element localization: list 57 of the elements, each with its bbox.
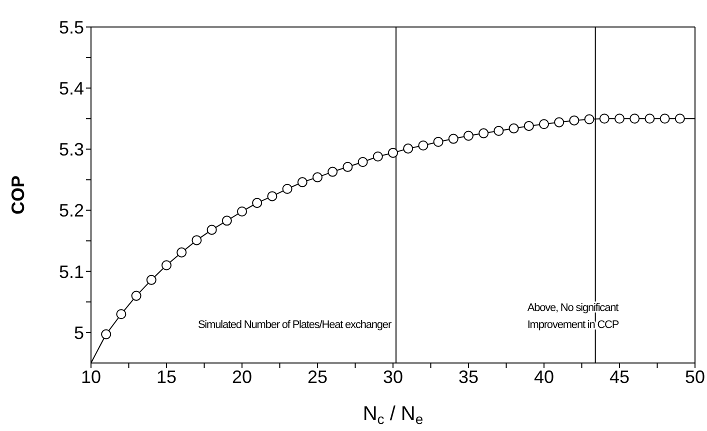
x-tick-label: 25 (307, 366, 328, 387)
x-tick-label: 40 (534, 366, 554, 387)
point (584, 114, 594, 124)
point (554, 117, 564, 128)
point (538, 119, 550, 130)
point (674, 114, 685, 124)
x-tick-label: 50 (684, 366, 706, 387)
point (101, 329, 112, 340)
point (433, 136, 444, 147)
point (660, 114, 670, 124)
point (494, 126, 504, 136)
point (297, 177, 308, 188)
point (358, 157, 368, 168)
point (524, 120, 534, 131)
point (222, 216, 232, 226)
point (614, 114, 625, 124)
point (176, 247, 187, 258)
point (508, 123, 519, 134)
x-tick-label: 15 (156, 366, 177, 387)
point (267, 191, 278, 202)
point (388, 148, 398, 158)
point (478, 128, 489, 138)
point (644, 114, 655, 124)
x-tick-label: 30 (382, 366, 404, 387)
point (630, 114, 640, 124)
point (206, 224, 217, 235)
point (463, 130, 474, 141)
y-tick-label: 5.1 (58, 262, 84, 282)
point (403, 144, 414, 154)
point (599, 114, 610, 124)
y-tick-label: 5.2 (58, 200, 84, 221)
point (328, 166, 338, 177)
x-axis-title: N$_{c}$ / N$_{e}$ (362, 403, 424, 426)
ref-line-label: Simulated Number of Plates/Heat exchanger (198, 319, 392, 331)
x-tick-label: 20 (232, 366, 252, 387)
x-tick-label: 10 (80, 366, 102, 387)
point (312, 172, 323, 182)
point (448, 134, 458, 144)
point (252, 198, 262, 208)
point (569, 115, 580, 126)
point (418, 140, 428, 151)
y-tick-label: 5 (74, 322, 84, 343)
x-tick-label: 45 (609, 366, 630, 387)
point (131, 290, 142, 301)
point (146, 274, 156, 285)
point (372, 152, 383, 162)
x-tick-label: 35 (458, 366, 479, 387)
y-tick-label: 5.4 (58, 78, 84, 98)
point (236, 206, 248, 216)
y-tick-label: 5.3 (58, 140, 84, 160)
y-axis-title: COP (8, 175, 28, 215)
y-tick-label: 5.5 (58, 17, 84, 38)
point (282, 184, 292, 194)
point (116, 309, 126, 320)
point (192, 235, 202, 246)
point (161, 260, 172, 270)
point (342, 162, 353, 172)
